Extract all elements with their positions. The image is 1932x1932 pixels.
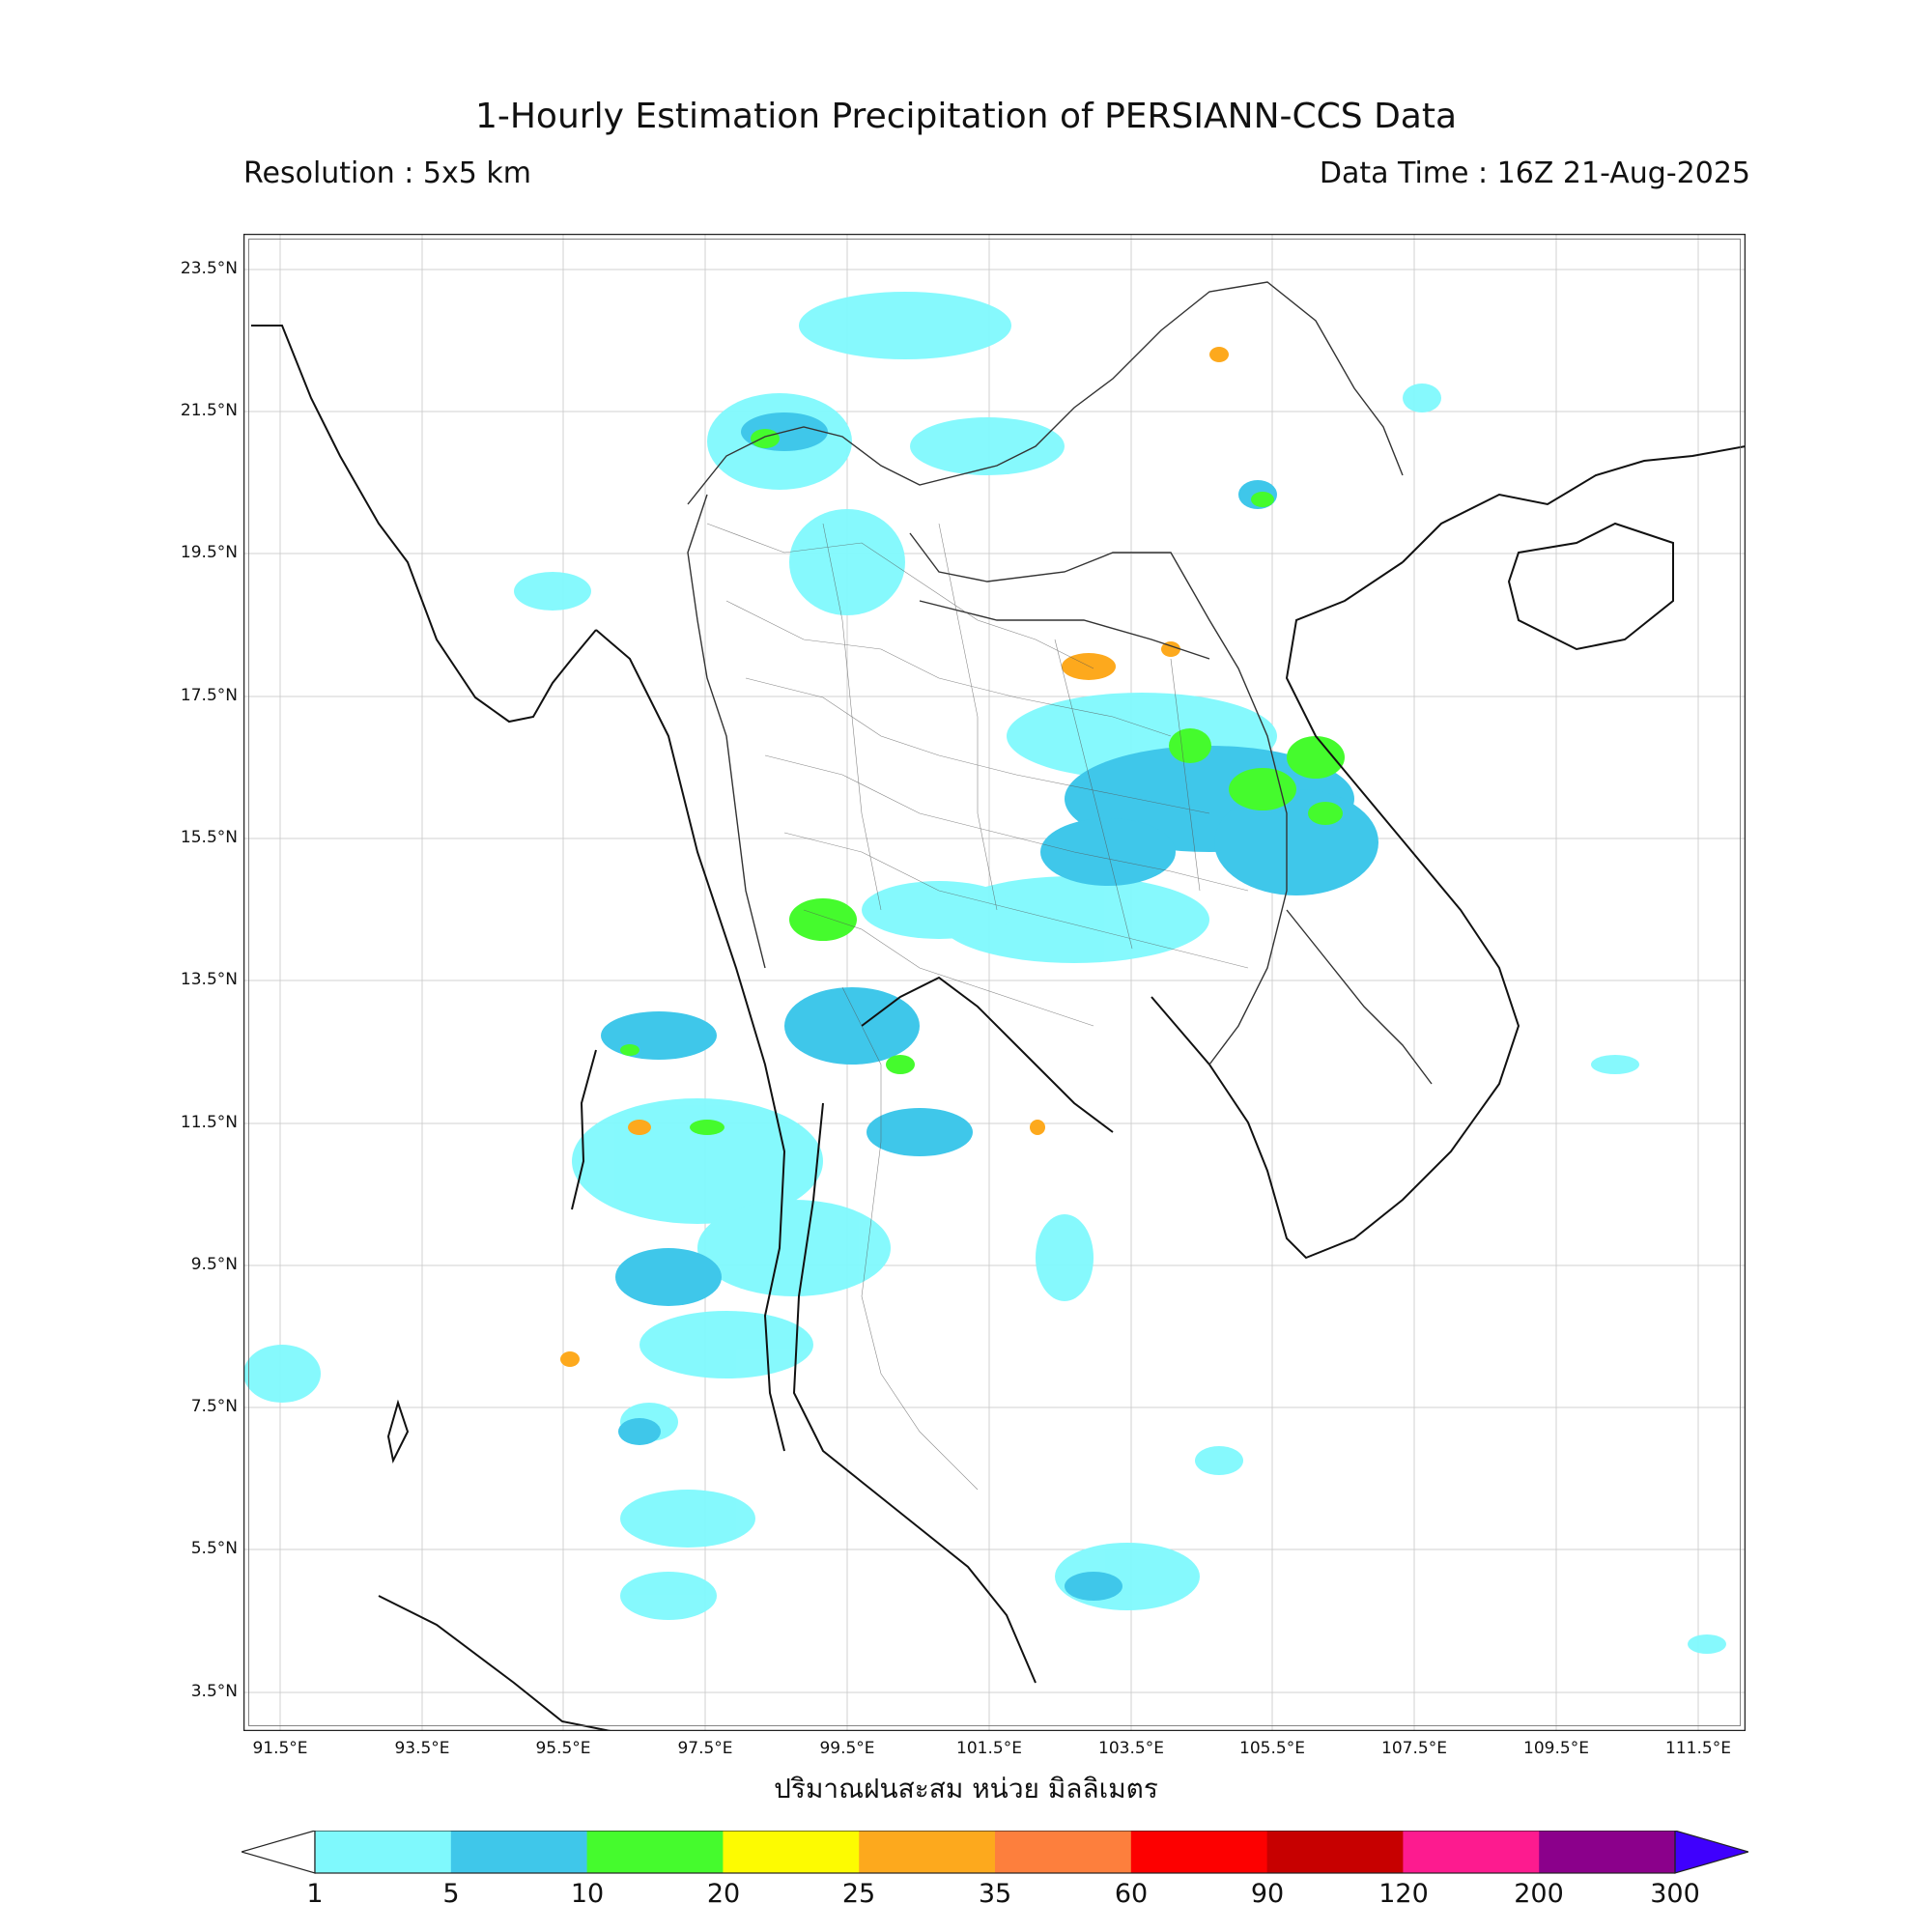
coastlines <box>251 325 1746 1731</box>
lat-label: 21.5°N <box>180 401 238 420</box>
country-borders <box>687 281 1433 1085</box>
map-title: 1-Hourly Estimation Precipitation of PER… <box>474 97 1458 136</box>
lon-label: 111.5°E <box>1665 1739 1731 1758</box>
data-time-label: Data Time : 16Z 21-Aug-2025 <box>1319 156 1750 190</box>
colorbar-tick-label: 1 <box>306 1879 324 1909</box>
colorbar-segment <box>995 1831 1132 1873</box>
colorbar-tick-label: 20 <box>706 1879 741 1909</box>
colorbar <box>242 1831 1748 1874</box>
colorbar-over-arrow <box>1674 1831 1748 1874</box>
graticule <box>243 234 1746 1731</box>
lat-label: 11.5°N <box>180 1113 238 1132</box>
lat-label: 5.5°N <box>190 1539 238 1558</box>
map-frame <box>243 234 1746 1731</box>
lat-label: 7.5°N <box>190 1397 238 1416</box>
lat-label: 9.5°N <box>190 1255 238 1274</box>
lat-label: 3.5°N <box>190 1682 238 1701</box>
colorbar-tick-label: 90 <box>1250 1879 1285 1909</box>
lat-label: 23.5°N <box>180 259 238 278</box>
colorbar-segment <box>859 1831 996 1873</box>
rain-20mm <box>620 429 1345 1135</box>
lat-label: 19.5°N <box>180 543 238 562</box>
precipitation-map <box>243 234 1746 1731</box>
colorbar-tick-label: 200 <box>1514 1879 1564 1909</box>
lat-label: 17.5°N <box>180 686 238 705</box>
lon-label: 93.5°E <box>394 1739 450 1758</box>
colorbar-segment <box>1403 1831 1540 1873</box>
lon-label: 105.5°E <box>1239 1739 1305 1758</box>
colorbar-segment <box>1130 1831 1268 1873</box>
colorbar-tick-label: 60 <box>1114 1879 1149 1909</box>
province-boundaries <box>706 523 1249 1491</box>
colorbar-segment <box>1266 1831 1404 1873</box>
rain-35mm <box>560 347 1229 1367</box>
colorbar-tick-label: 10 <box>570 1879 605 1909</box>
lon-label: 95.5°E <box>535 1739 591 1758</box>
colorbar-under-arrow <box>242 1831 316 1874</box>
resolution-label: Resolution : 5x5 km <box>243 156 531 190</box>
colorbar-segment <box>315 1831 452 1873</box>
rain-5mm <box>243 292 1726 1654</box>
lon-label: 103.5°E <box>1098 1739 1164 1758</box>
colorbar-tick-label: 120 <box>1378 1879 1429 1909</box>
colorbar-tick-label: 5 <box>442 1879 460 1909</box>
unit-label: ปริมาณฝนสะสม หน่วย มิลลิเมตร <box>774 1773 1158 1804</box>
colorbar-segment <box>723 1831 860 1873</box>
precipitation-fields <box>243 292 1726 1654</box>
colorbar-tick-label: 300 <box>1650 1879 1700 1909</box>
colorbar-tick-label: 35 <box>978 1879 1012 1909</box>
lon-label: 91.5°E <box>252 1739 308 1758</box>
colorbar-segment <box>586 1831 724 1873</box>
lon-label: 101.5°E <box>956 1739 1022 1758</box>
colorbar-segment <box>1539 1831 1676 1873</box>
lon-label: 109.5°E <box>1523 1739 1589 1758</box>
lon-label: 107.5°E <box>1381 1739 1447 1758</box>
colorbar-tick-label: 25 <box>841 1879 876 1909</box>
lat-label: 13.5°N <box>180 970 238 989</box>
lon-label: 97.5°E <box>677 1739 733 1758</box>
colorbar-segment <box>450 1831 588 1873</box>
lat-label: 15.5°N <box>180 828 238 847</box>
lon-label: 99.5°E <box>819 1739 875 1758</box>
